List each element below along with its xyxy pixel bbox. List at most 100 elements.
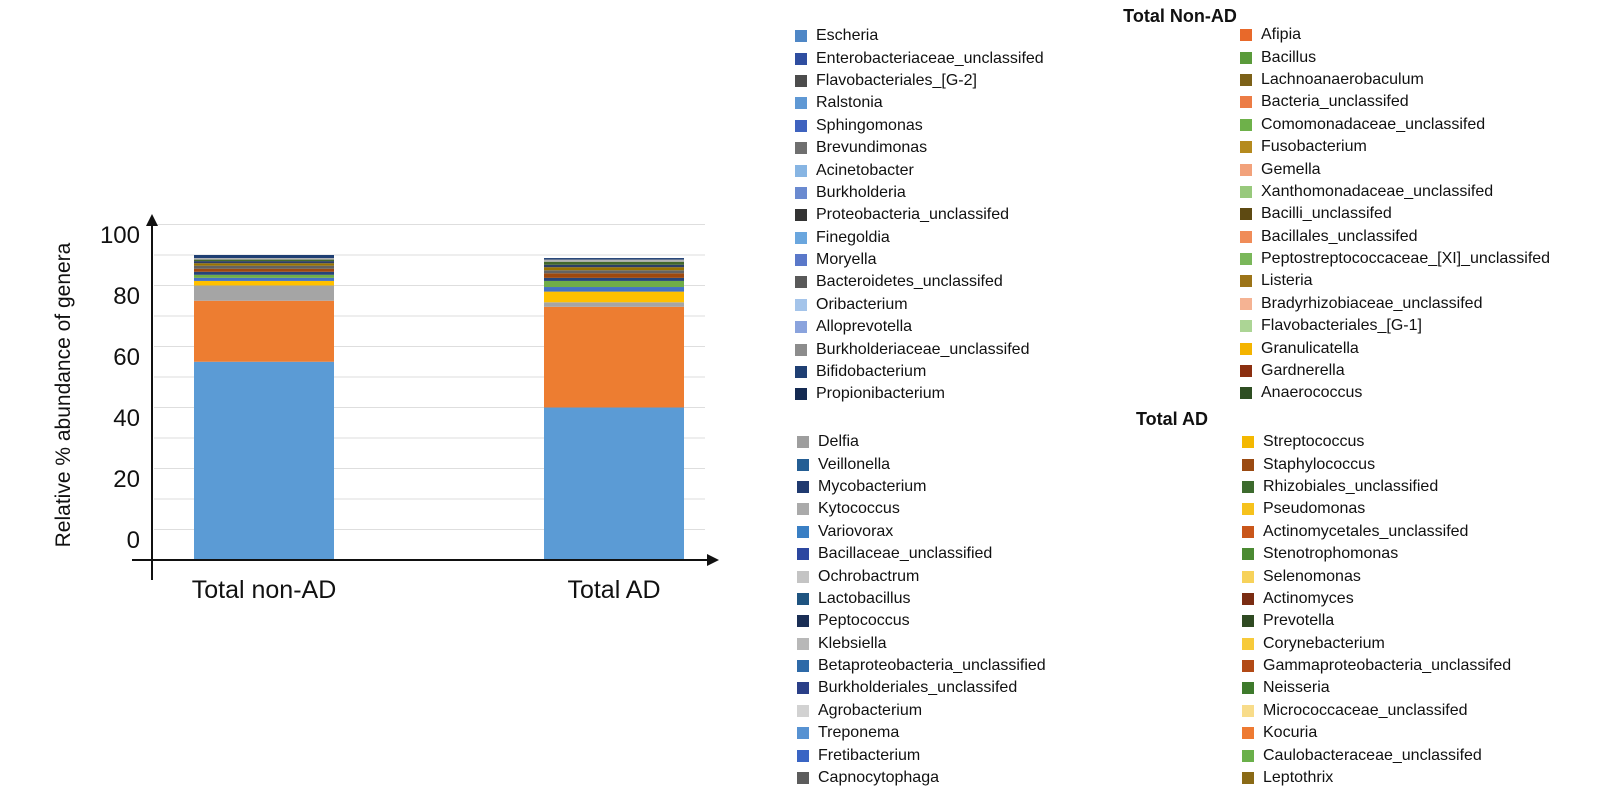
legend-label: Moryella [816, 251, 877, 269]
legend-swatch [1242, 615, 1254, 628]
legend-item: Actinomycetales_unclassifed [1242, 521, 1511, 543]
legend-item: Fusobacterium [1240, 136, 1550, 158]
legend-swatch [795, 254, 807, 267]
bar-segment [544, 273, 684, 278]
legend-item: Rhizobiales_unclassified [1242, 476, 1511, 498]
legend-item: Xanthomonadaceae_unclassifed [1240, 181, 1550, 203]
legend-label: Treponema [818, 724, 900, 742]
legend-ad-left: Delfia Veillonella Mycobacterium Kytococcus… [797, 431, 1046, 789]
legend-item: Neisseria [1242, 677, 1511, 699]
legend-label: Granulicatella [1261, 339, 1359, 357]
legend-item: Streptococcus [1242, 431, 1511, 453]
legend-swatch [1242, 704, 1254, 717]
legend-swatch [797, 749, 809, 762]
legend-swatch [1242, 570, 1254, 583]
legend-swatch [1242, 503, 1254, 516]
legend-item: Pseudomonas [1242, 498, 1511, 520]
legend-label: Anaerococcus [1261, 384, 1363, 402]
legend-label: Bradyrhizobiaceae_unclassifed [1261, 294, 1483, 312]
legend-label: Capnocytophaga [818, 769, 939, 787]
legend-item: Escheria [795, 25, 1044, 47]
y-axis-arrow [146, 214, 158, 226]
legend-item: Granulicatella [1240, 337, 1550, 359]
legend-swatch [1240, 118, 1252, 131]
legend-label: Proteobacteria_unclassifed [816, 206, 1010, 224]
legend-ad-right: Streptococcus Staphylococcus Rhizobiales_u… [1242, 431, 1511, 789]
legend-swatch [797, 704, 809, 717]
legend-label: Caulobacteraceae_unclassifed [1263, 746, 1482, 764]
legend-item: Gammaproteobacteria_unclassifed [1242, 655, 1511, 677]
legend-label: Escheria [816, 27, 879, 45]
legend-label: Burkholderia [816, 183, 906, 201]
legend-swatch [1240, 163, 1252, 176]
legend-item: Capnocytophaga [797, 767, 1046, 789]
bar-segment [194, 274, 334, 278]
legend-swatch [1242, 436, 1254, 449]
legend-label: Neisseria [1263, 679, 1330, 697]
legend-swatch [1242, 525, 1254, 538]
legend-swatch [1242, 749, 1254, 762]
legend-label: Bacillus [1261, 48, 1317, 66]
legend-item: Lactobacillus [797, 588, 1046, 610]
legend-item: Gardnerella [1240, 360, 1550, 382]
legend-label: Kytococcus [818, 500, 900, 518]
bar-segment [194, 300, 334, 362]
legend-swatch [1240, 320, 1252, 333]
legend-item: Variovorax [797, 521, 1046, 543]
legend-item: Bacteria_unclassifed [1240, 91, 1550, 113]
legend-item: Acinetobacter [795, 159, 1044, 181]
legend-item: Bacilli_unclassifed [1240, 203, 1550, 225]
legend-item: Sphingomonas [795, 115, 1044, 137]
legend-label: Staphylococcus [1263, 455, 1376, 473]
legend-swatch [795, 276, 807, 289]
legend-item: Micrococcaceae_unclassifed [1242, 700, 1511, 722]
legend-label: Fusobacterium [1261, 138, 1367, 156]
legend-label: Finegoldia [816, 228, 890, 246]
legend-label: Rhizobiales_unclassified [1263, 477, 1439, 495]
legend-swatch [1240, 73, 1252, 86]
legend-non-ad-left: Escheria Enterobacteriaceae_unclassifed Fl… [795, 25, 1044, 406]
y-tick-label: 100 [100, 222, 140, 249]
bar-segment [544, 407, 684, 560]
y-tick-label: 20 [113, 466, 140, 493]
legend-label: Streptococcus [1263, 433, 1365, 451]
legend-item: Burkholderia [795, 182, 1044, 204]
legend-swatch [795, 164, 807, 177]
bar-segment [194, 258, 334, 260]
legend-swatch [1242, 727, 1254, 740]
legend-item: Moryella [795, 249, 1044, 271]
legend-label: Selenomonas [1263, 567, 1361, 585]
legend-swatch [795, 142, 807, 155]
legend-label: Alloprevotella [816, 318, 913, 336]
legend-item: Selenomonas [1242, 565, 1511, 587]
bar-segment [194, 285, 334, 301]
legend-label: Ochrobactrum [818, 567, 920, 585]
x-category-label: Total non-AD [192, 576, 337, 604]
legend-label: Veillonella [818, 455, 891, 473]
legend-non-ad-right: Afipia Bacillus Lachnoanaerobaculum Bacteri… [1240, 24, 1550, 405]
legend-swatch [1242, 682, 1254, 695]
bar-segment [544, 264, 684, 268]
legend-item: Anaerococcus [1240, 382, 1550, 404]
legend-swatch [797, 548, 809, 561]
legend-swatch [795, 74, 807, 87]
legend-item: Veillonella [797, 453, 1046, 475]
legend-item: Lachnoanaerobaculum [1240, 69, 1550, 91]
legend-swatch [797, 525, 809, 538]
legend-item: Flavobacteriales_[G-2] [795, 70, 1044, 92]
legend-label: Lachnoanaerobaculum [1261, 70, 1424, 88]
legend-label: Flavobacteriales_[G-2] [816, 71, 977, 89]
legend-label: Comomonadaceae_unclassifed [1261, 115, 1486, 133]
legend-label: Bifidobacterium [816, 363, 927, 381]
legend-swatch [795, 30, 807, 43]
legend-label: Bacillaceae_unclassified [818, 545, 993, 563]
legend-label: Enterobacteriaceae_unclassifed [816, 49, 1044, 67]
x-category-label: Total AD [567, 576, 660, 604]
bar-segment [194, 271, 334, 275]
legend-label: Mycobacterium [818, 477, 927, 495]
legend-item: Peptostreptococcaceae_[XI]_unclassifed [1240, 248, 1550, 270]
legend-swatch [1242, 480, 1254, 493]
legend-item: Corynebacterium [1242, 633, 1511, 655]
legend-label: Xanthomonadaceae_unclassifed [1261, 182, 1494, 200]
